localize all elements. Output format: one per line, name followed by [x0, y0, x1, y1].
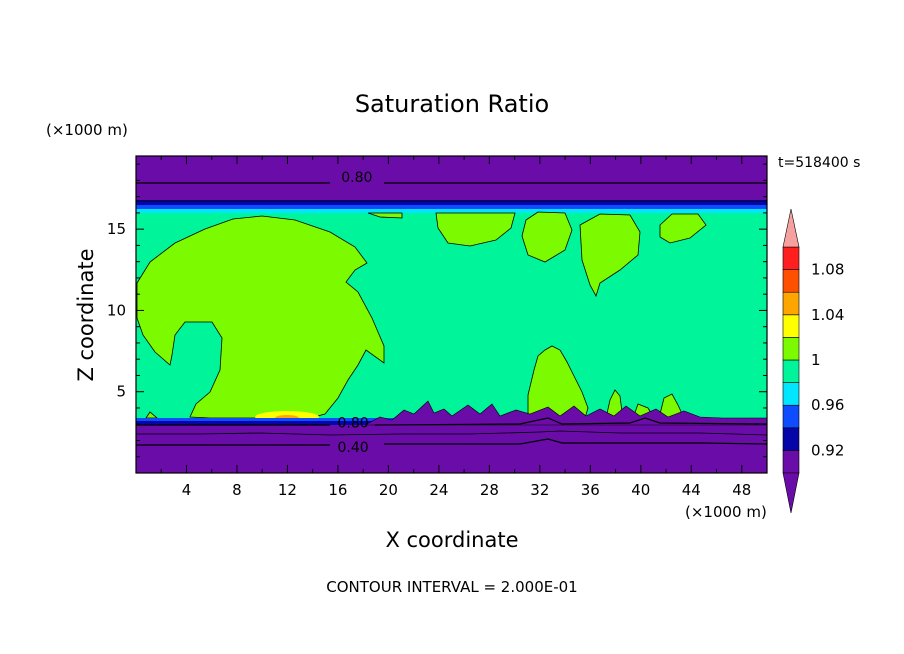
cloud-tower-1	[527, 345, 589, 419]
x-tick-label: 8	[232, 481, 242, 499]
x-axis-label: X coordinate	[385, 528, 518, 552]
colorbar-tick-label: 1.08	[811, 261, 844, 279]
y-unit-label: (×1000 m)	[46, 121, 128, 139]
colorbar-under-triangle	[782, 472, 800, 514]
contour-line-lower-0.80	[136, 417, 767, 426]
x-tick-label: 36	[581, 481, 600, 499]
colorbar-swatch	[782, 337, 800, 361]
upper-transition-cyan	[136, 209, 767, 213]
lower-dry-fringe	[364, 400, 767, 426]
contour-line-lower-0.40	[136, 438, 767, 446]
contour-labels: 0.80 0.80 0.40	[337, 170, 372, 456]
x-tick-label: 48	[732, 481, 751, 499]
colorbar-tick-label: 0.92	[811, 441, 844, 459]
x-tick-label: 4	[182, 481, 192, 499]
colorbar-tick-label: 1	[811, 351, 821, 369]
x-tick-label: 32	[530, 481, 549, 499]
colorbar: 0.92 0.96 1 1.04 1.08	[782, 208, 844, 514]
cloud-region-main	[136, 215, 385, 419]
x-tick-label: 44	[682, 481, 701, 499]
x-tick-label: 24	[429, 481, 448, 499]
contour-label: 0.40	[337, 440, 368, 456]
lower-dry-band	[136, 425, 767, 473]
colorbar-over-triangle	[782, 208, 800, 248]
colorbar-swatch	[782, 404, 800, 429]
x-tick-label: 28	[480, 481, 499, 499]
y-tick-label: 10	[107, 301, 126, 319]
cloud-cell-3	[579, 213, 641, 298]
upper-transition-blue	[136, 200, 767, 205]
contour-label: 0.80	[337, 416, 368, 432]
colorbar-swatch	[782, 291, 800, 316]
x-tick-label: 16	[328, 481, 347, 499]
cloud-cell-5	[367, 212, 403, 219]
x-tick-label: 12	[278, 481, 297, 499]
y-tick-label: 15	[107, 220, 126, 238]
colorbar-swatch	[782, 314, 800, 338]
cloud-cell-1	[435, 212, 516, 247]
x-tick-label: 20	[379, 481, 398, 499]
cloud-cell-4	[659, 213, 707, 244]
colorbar-tick-label: 0.96	[811, 396, 844, 414]
colorbar-swatch	[782, 269, 800, 293]
time-label: t=518400 s	[778, 155, 860, 171]
contour-interval-footer: CONTOUR INTERVAL = 2.000E-01	[326, 578, 577, 596]
colorbar-swatch	[782, 450, 800, 474]
colorbar-swatch	[782, 359, 800, 383]
colorbar-swatch	[782, 427, 800, 451]
upper-transition-lightblue	[136, 205, 767, 209]
contour-line-lower-0.60	[136, 430, 767, 436]
chart-title: Saturation Ratio	[355, 90, 549, 118]
y-tick-label: 5	[116, 383, 126, 401]
plot-frame	[135, 155, 768, 474]
colorbar-swatch	[782, 246, 800, 270]
colorbar-swatch	[782, 382, 800, 406]
cloud-cell-2	[521, 211, 573, 263]
x-tick-label: 40	[631, 481, 650, 499]
x-unit-label: (×1000 m)	[685, 503, 767, 521]
plot-area	[136, 156, 767, 473]
contour-label: 0.80	[341, 170, 372, 186]
y-axis-label: Z coordinate	[74, 248, 98, 381]
colorbar-tick-label: 1.04	[811, 306, 844, 324]
upper-dry-band	[136, 156, 767, 207]
